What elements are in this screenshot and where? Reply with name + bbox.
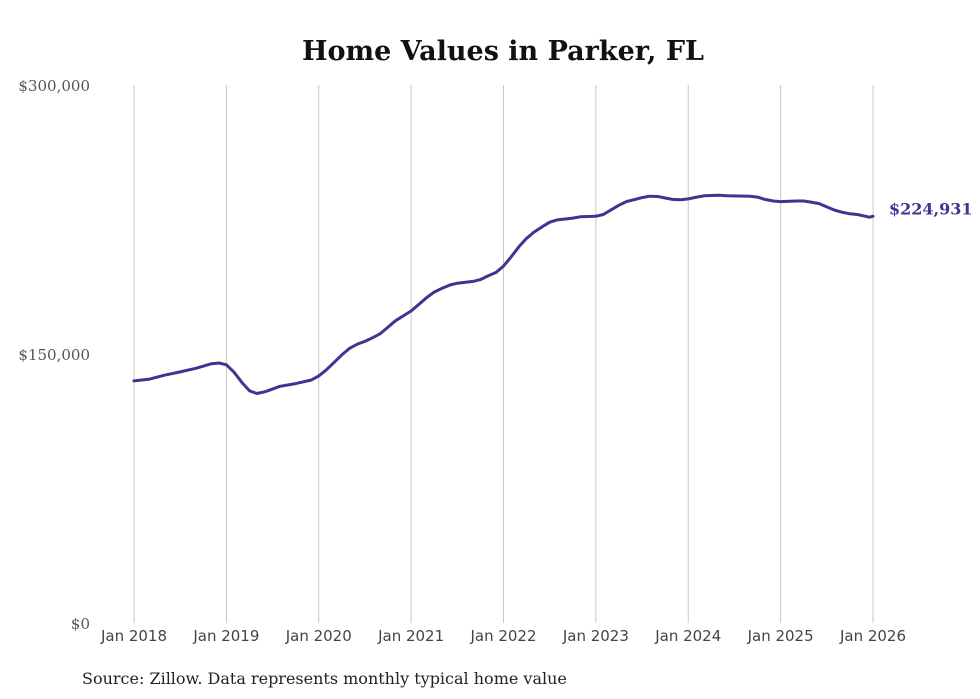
x-tick-label: Jan 2021	[377, 627, 444, 645]
y-axis-tick-labels: $300,000 $150,000 $0	[18, 77, 90, 633]
x-tick-label: Jan 2018	[100, 627, 167, 645]
series-end-value-label: $224,931	[889, 199, 973, 218]
x-tick-label: Jan 2023	[562, 627, 629, 645]
x-tick-label: Jan 2019	[192, 627, 259, 645]
series-line	[132, 193, 875, 395]
grid-lines	[133, 85, 874, 623]
chart-source-note: Source: Zillow. Data represents monthly …	[82, 669, 567, 688]
y-tick-label: $300,000	[18, 77, 90, 95]
y-tick-label: $0	[71, 615, 90, 633]
chart-title: Home Values in Parker, FL	[302, 36, 704, 67]
x-tick-label: Jan 2024	[654, 627, 721, 645]
x-tick-label: Jan 2025	[747, 627, 814, 645]
x-tick-label: Jan 2020	[285, 627, 352, 645]
series-layer: $224,931	[132, 193, 973, 395]
x-tick-label: Jan 2026	[839, 627, 906, 645]
x-axis-tick-labels: Jan 2018 Jan 2019 Jan 2020 Jan 2021 Jan 2022…	[100, 627, 906, 645]
x-tick-label: Jan 2022	[469, 627, 536, 645]
y-tick-label: $150,000	[18, 346, 90, 364]
